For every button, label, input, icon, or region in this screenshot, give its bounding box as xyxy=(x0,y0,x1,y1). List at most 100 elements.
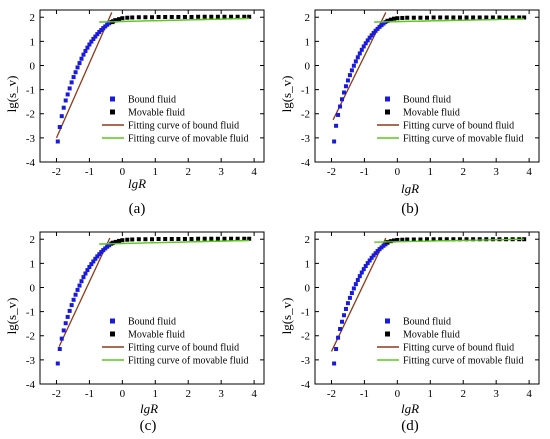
data-point xyxy=(189,236,194,241)
data-point xyxy=(87,42,92,47)
y-tick-label: -3 xyxy=(301,355,311,367)
x-tick-label: 0 xyxy=(395,388,401,400)
y-tick-label: -2 xyxy=(301,109,310,121)
y-tick-label: 2 xyxy=(30,12,36,24)
data-point xyxy=(392,16,397,21)
data-point xyxy=(395,237,400,242)
y-tick-label: -3 xyxy=(301,133,311,145)
chart-panel-1: -2 -1 0 1 2 3 4 -4 -3 -2 -1 0 1 2 lgR lg(s_v) (a) Bound f… xyxy=(4,9,265,217)
data-point xyxy=(340,319,345,324)
legend-swatch-marker xyxy=(385,331,390,337)
legend-swatch-marker xyxy=(385,318,390,324)
y-tick-label: -4 xyxy=(26,157,36,169)
legend-swatch-marker xyxy=(385,109,390,115)
data-point xyxy=(411,237,416,242)
y-tick-label: -1 xyxy=(26,307,35,319)
data-point xyxy=(209,14,214,19)
x-axis-label: lgR xyxy=(401,181,419,196)
data-point xyxy=(176,236,181,241)
x-tick-label: 4 xyxy=(526,388,532,400)
x-tick-label: 1 xyxy=(428,166,434,178)
panel-caption: (b) xyxy=(401,201,419,217)
data-point xyxy=(57,347,62,352)
data-point xyxy=(83,271,88,276)
data-point xyxy=(73,70,78,75)
x-tick-label: 0 xyxy=(120,166,126,178)
legend-label: Fitting curve of movable fluid xyxy=(128,356,249,367)
data-point xyxy=(77,61,82,66)
data-point xyxy=(130,15,135,20)
y-tick-label: -4 xyxy=(301,157,311,169)
data-point xyxy=(464,237,469,242)
data-point xyxy=(400,237,405,242)
data-point xyxy=(163,14,168,19)
chart-panel-2: -2 -1 0 1 2 3 4 -4 -3 -2 -1 0 1 2 lgR lg(s_v) (b) Bound f… xyxy=(279,9,540,217)
data-point xyxy=(215,14,220,19)
x-tick-label: 3 xyxy=(493,388,499,400)
data-point xyxy=(136,15,141,20)
y-tick-label: 0 xyxy=(305,282,311,294)
legend-label: Movable fluid xyxy=(128,108,185,119)
data-point xyxy=(484,237,489,242)
data-point xyxy=(438,237,443,242)
legend-label: Bound fluid xyxy=(403,317,451,328)
y-tick-label: -1 xyxy=(26,85,35,97)
data-point xyxy=(477,237,482,242)
data-point xyxy=(229,236,234,241)
x-axis-label: lgR xyxy=(140,401,158,416)
data-point xyxy=(388,17,393,22)
data-point xyxy=(371,253,376,258)
x-tick-label: 0 xyxy=(395,166,401,178)
y-tick-label: -2 xyxy=(26,331,35,343)
data-point xyxy=(351,286,356,291)
data-point xyxy=(81,52,86,57)
y-tick-label: -1 xyxy=(301,85,310,97)
y-tick-label: 1 xyxy=(30,36,36,48)
data-layer xyxy=(55,12,252,144)
data-point xyxy=(169,236,174,241)
data-point xyxy=(484,15,489,20)
legend: Bound fluid Movable fluid Fitting curve of… xyxy=(377,95,524,145)
y-axis-label: lg(s_v) xyxy=(279,298,294,335)
data-point xyxy=(504,15,509,20)
legend-label: Fitting curve of movable fluid xyxy=(128,134,249,145)
data-point xyxy=(113,18,118,23)
data-point xyxy=(89,262,94,267)
data-point xyxy=(202,236,207,241)
x-tick-label: -2 xyxy=(52,166,61,178)
data-point xyxy=(361,44,366,49)
y-axis-label: lg(s_v) xyxy=(279,76,294,113)
panel-caption: (a) xyxy=(129,201,146,217)
data-point xyxy=(125,237,130,242)
y-tick-label: 2 xyxy=(30,234,36,246)
x-tick-label: 1 xyxy=(153,166,159,178)
data-point xyxy=(169,14,174,19)
data-point xyxy=(81,275,86,280)
data-point xyxy=(117,238,122,243)
data-point xyxy=(400,15,405,20)
legend-label: Movable fluid xyxy=(403,108,460,119)
fit-line-2 xyxy=(58,237,111,347)
data-point xyxy=(357,51,362,56)
data-layer xyxy=(330,237,527,366)
data-point xyxy=(363,41,368,46)
data-point xyxy=(77,283,82,288)
legend-swatch-marker xyxy=(110,96,115,102)
data-point xyxy=(130,237,135,242)
data-point xyxy=(334,347,339,352)
y-tick-label: -2 xyxy=(301,331,310,343)
data-point xyxy=(57,125,62,130)
data-point xyxy=(444,237,449,242)
data-point xyxy=(345,301,350,306)
legend-label: Bound fluid xyxy=(128,317,176,328)
data-point xyxy=(69,80,74,85)
data-point xyxy=(196,14,201,19)
data-point xyxy=(425,237,429,242)
data-point xyxy=(136,237,141,242)
data-point xyxy=(71,297,76,302)
data-point xyxy=(143,237,148,242)
data-point xyxy=(117,17,122,22)
x-tick-label: 3 xyxy=(218,166,224,178)
data-point xyxy=(97,252,102,257)
data-point xyxy=(341,313,346,318)
